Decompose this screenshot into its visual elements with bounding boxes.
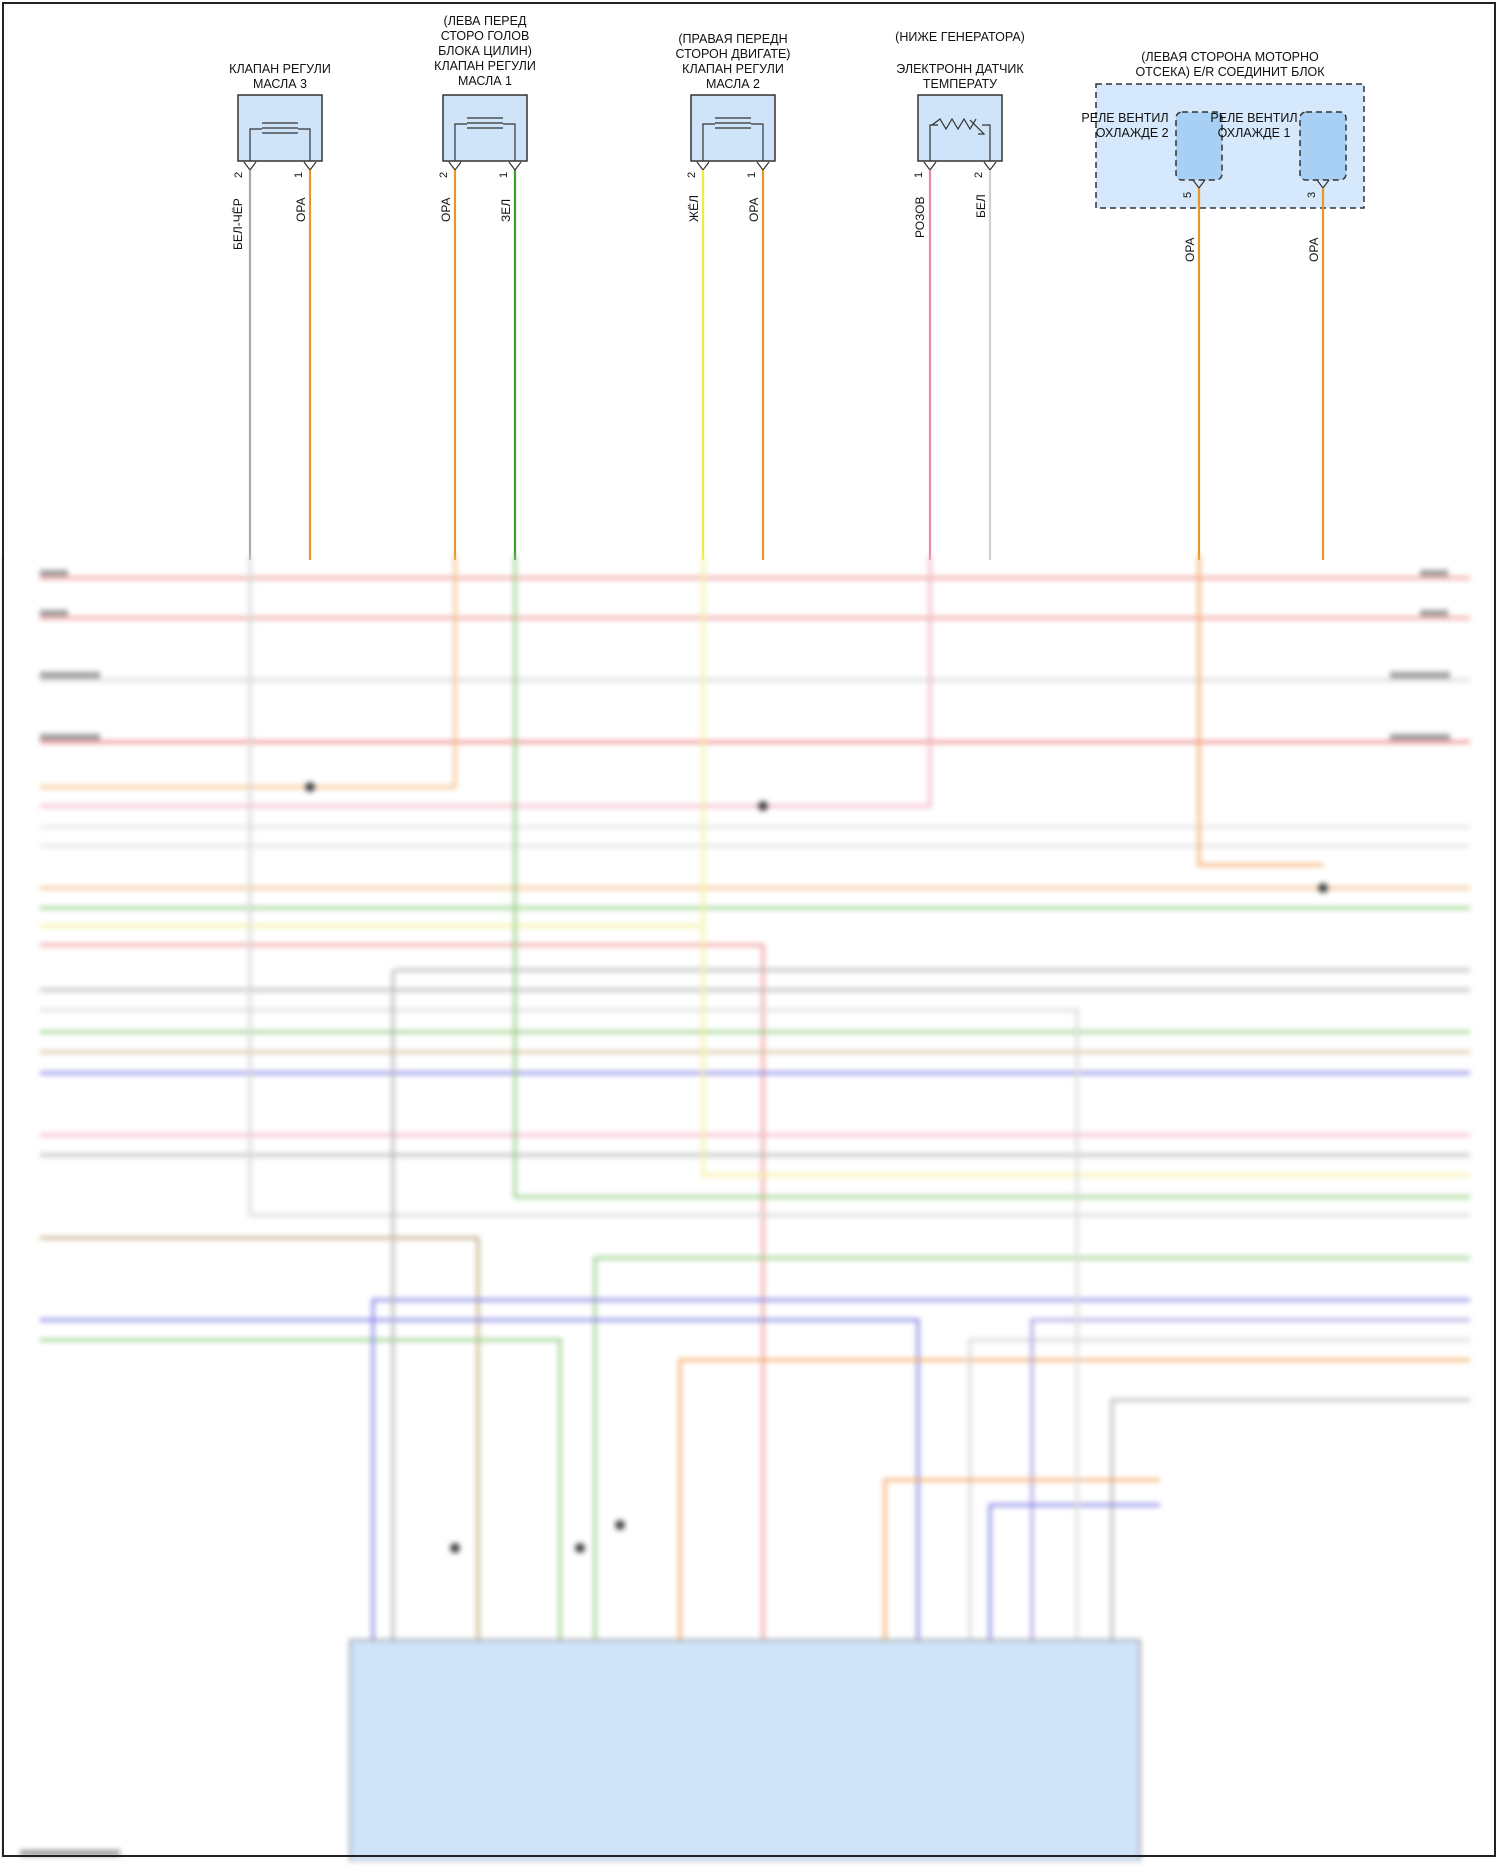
temp-sensor-label: ЭЛЕКТРОНН ДАТЧИК ТЕМПЕРАТУ	[896, 62, 1024, 91]
pin-number: 1	[293, 171, 305, 178]
harness-schematic-blurred	[0, 555, 1500, 1862]
cooling-fan-relay-1	[1299, 111, 1347, 181]
wire-label-bel: БЕЛ	[974, 194, 988, 218]
cooling-fan-relay-2	[1175, 111, 1223, 181]
harness-lines	[20, 555, 1470, 1862]
pin-number: 3	[1306, 191, 1318, 198]
pin-number: 2	[233, 171, 245, 178]
pin-number: 1	[913, 171, 925, 178]
pin-number: 2	[686, 171, 698, 178]
temp-sensor-location-label: (НИЖЕ ГЕНЕРАТОРА)	[895, 30, 1025, 44]
component-wires	[248, 170, 1325, 560]
wire-label-ora: ОРА	[294, 197, 308, 222]
pin-number: 1	[746, 171, 758, 178]
wire-label-ora: ОРА	[747, 197, 761, 222]
wire-label-ora: ОРА	[1307, 237, 1321, 262]
er-block-label: (ЛЕВАЯ СТОРОНА МОТОРНО ОТСЕКА) E/R СОЕДИ…	[1135, 50, 1325, 79]
pin-number: 2	[438, 171, 450, 178]
solenoid-coil-icon	[715, 117, 751, 129]
oil-valve-2-label: (ПРАВАЯ ПЕРЕДН СТОРОН ДВИГАТЕ) КЛАПАН РЕ…	[675, 32, 791, 91]
wire-label-rozov: РОЗОВ	[913, 196, 927, 238]
wire-label-zel: ЗЕЛ	[499, 198, 513, 222]
pin-number: 5	[1182, 191, 1194, 198]
wire-label-ora: ОРА	[439, 197, 453, 222]
oil-valve-1-label: (ЛЕВА ПЕРЕД СТОРО ГОЛОВ БЛОКА ЦИЛИН) КЛА…	[434, 14, 536, 88]
thermistor-icon	[931, 117, 986, 135]
relay-1-label: РЕЛЕ ВЕНТИЛ ОХЛАЖДЕ 1	[1210, 111, 1298, 140]
oil-valve-3-label: КЛАПАН РЕГУЛИ МАСЛА 3	[229, 62, 331, 91]
oil-valve-1-connector	[442, 94, 528, 162]
oil-valve-2-connector	[690, 94, 776, 162]
wire-label-bel-cher: БЕЛ-ЧЁР	[231, 198, 245, 250]
temp-sensor-connector	[917, 94, 1003, 162]
solenoid-coil-icon	[467, 117, 503, 129]
wire-label-zhel: ЖЁЛ	[687, 195, 701, 222]
solenoid-coil-icon	[262, 122, 298, 134]
relay-2-label: РЕЛЕ ВЕНТИЛ ОХЛАЖДЕ 2	[1081, 111, 1169, 140]
pin-number: 1	[498, 171, 510, 178]
wire-label-ora: ОРА	[1183, 237, 1197, 262]
pin-number: 2	[973, 171, 985, 178]
oil-valve-3-connector	[237, 94, 323, 162]
